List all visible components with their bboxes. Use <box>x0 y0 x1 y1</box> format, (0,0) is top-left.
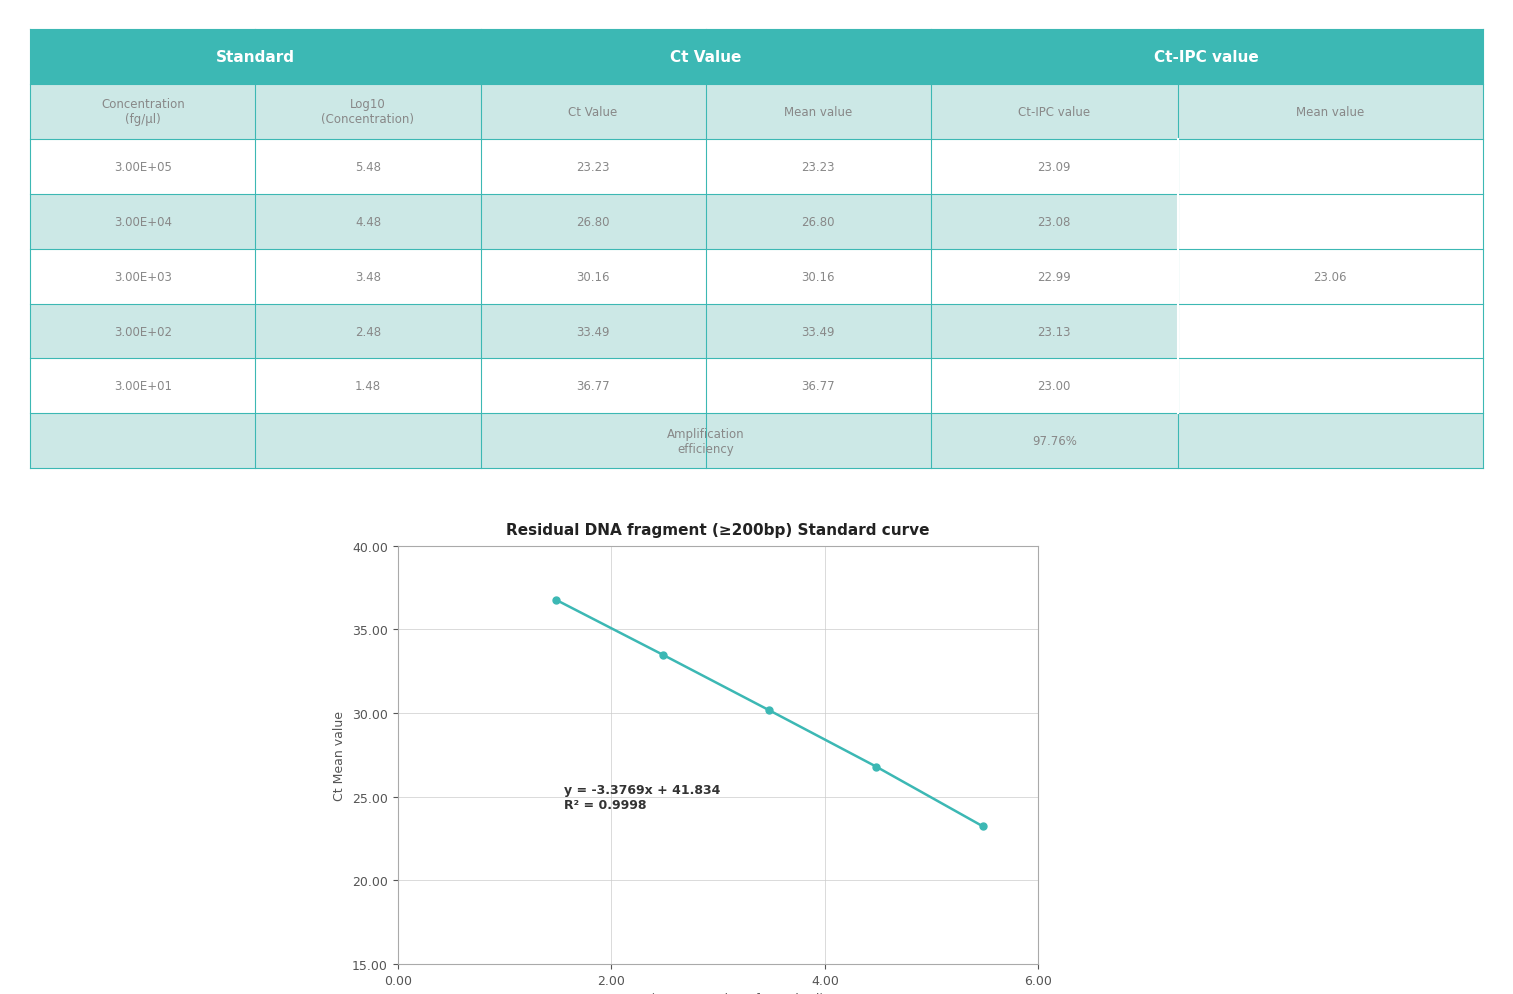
Bar <box>30 139 256 195</box>
Text: 23.13: 23.13 <box>1038 325 1071 338</box>
Bar <box>930 30 1483 84</box>
Text: 30.16: 30.16 <box>802 270 835 283</box>
Text: 3.00E+04: 3.00E+04 <box>113 216 172 229</box>
Text: 33.49: 33.49 <box>802 325 835 338</box>
Text: 3.00E+01: 3.00E+01 <box>113 380 172 393</box>
Bar <box>930 195 1177 249</box>
Text: 23.09: 23.09 <box>1038 161 1071 174</box>
Text: 23.08: 23.08 <box>1038 216 1071 229</box>
Title: Residual DNA fragment (≥200bp) Standard curve: Residual DNA fragment (≥200bp) Standard … <box>507 523 930 538</box>
Bar <box>930 304 1177 359</box>
Text: Ct Value: Ct Value <box>569 105 617 118</box>
Text: 36.77: 36.77 <box>576 380 610 393</box>
Bar <box>930 249 1177 304</box>
Bar <box>481 414 930 469</box>
Text: y = -3.3769x + 41.834
R² = 0.9998: y = -3.3769x + 41.834 R² = 0.9998 <box>564 783 720 811</box>
Text: 5.48: 5.48 <box>356 161 381 174</box>
Text: Mean value: Mean value <box>784 105 852 118</box>
Text: 30.16: 30.16 <box>576 270 610 283</box>
Text: 23.23: 23.23 <box>576 161 610 174</box>
Bar <box>481 195 705 249</box>
Text: 4.48: 4.48 <box>356 216 381 229</box>
Bar <box>256 84 481 139</box>
Bar <box>30 304 256 359</box>
Bar <box>481 139 705 195</box>
Bar <box>1177 84 1483 139</box>
Text: 1.48: 1.48 <box>356 380 381 393</box>
Text: Ct-IPC value: Ct-IPC value <box>1018 105 1091 118</box>
Bar <box>481 30 930 84</box>
Bar <box>30 249 256 304</box>
Bar <box>481 359 705 414</box>
Bar <box>30 84 256 139</box>
Text: 23.23: 23.23 <box>802 161 835 174</box>
Bar <box>705 139 930 195</box>
Text: Standard: Standard <box>216 50 295 65</box>
Text: Amplification
efficiency: Amplification efficiency <box>667 427 744 455</box>
Bar <box>705 84 930 139</box>
Bar <box>930 414 1177 469</box>
Text: 36.77: 36.77 <box>802 380 835 393</box>
Text: 26.80: 26.80 <box>802 216 835 229</box>
Text: Ct Value: Ct Value <box>670 50 741 65</box>
Text: Ct-IPC value: Ct-IPC value <box>1154 50 1259 65</box>
Bar <box>930 139 1177 195</box>
Text: Mean value: Mean value <box>1297 105 1365 118</box>
Bar <box>1177 139 1483 414</box>
Bar <box>930 359 1177 414</box>
Text: 97.76%: 97.76% <box>1032 435 1077 448</box>
Bar <box>256 139 481 195</box>
Bar <box>30 195 256 249</box>
Bar <box>256 414 481 469</box>
Bar <box>930 84 1177 139</box>
Text: 22.99: 22.99 <box>1038 270 1071 283</box>
Bar <box>30 414 256 469</box>
Text: 3.00E+03: 3.00E+03 <box>113 270 172 283</box>
Bar <box>256 249 481 304</box>
Text: 3.48: 3.48 <box>356 270 381 283</box>
Text: Concentration
(fg/μl): Concentration (fg/μl) <box>101 98 185 126</box>
Y-axis label: Ct Mean value: Ct Mean value <box>333 710 346 800</box>
Text: 2.48: 2.48 <box>356 325 381 338</box>
Bar <box>705 359 930 414</box>
Bar <box>1177 414 1483 469</box>
Text: 23.06: 23.06 <box>1313 270 1347 283</box>
Bar <box>30 359 256 414</box>
Bar <box>256 304 481 359</box>
Bar <box>30 30 481 84</box>
Bar <box>481 84 705 139</box>
Text: Log10
(Concentration): Log10 (Concentration) <box>321 98 415 126</box>
Bar <box>705 195 930 249</box>
Text: 23.00: 23.00 <box>1038 380 1071 393</box>
Text: 3.00E+05: 3.00E+05 <box>113 161 172 174</box>
Text: 26.80: 26.80 <box>576 216 610 229</box>
Text: 3.00E+02: 3.00E+02 <box>113 325 172 338</box>
Bar <box>481 304 705 359</box>
X-axis label: Log10(Concentration of standard): Log10(Concentration of standard) <box>611 992 825 994</box>
Bar <box>705 304 930 359</box>
Bar <box>256 195 481 249</box>
Bar <box>481 249 705 304</box>
Text: 33.49: 33.49 <box>576 325 610 338</box>
Bar <box>256 359 481 414</box>
Bar <box>705 249 930 304</box>
